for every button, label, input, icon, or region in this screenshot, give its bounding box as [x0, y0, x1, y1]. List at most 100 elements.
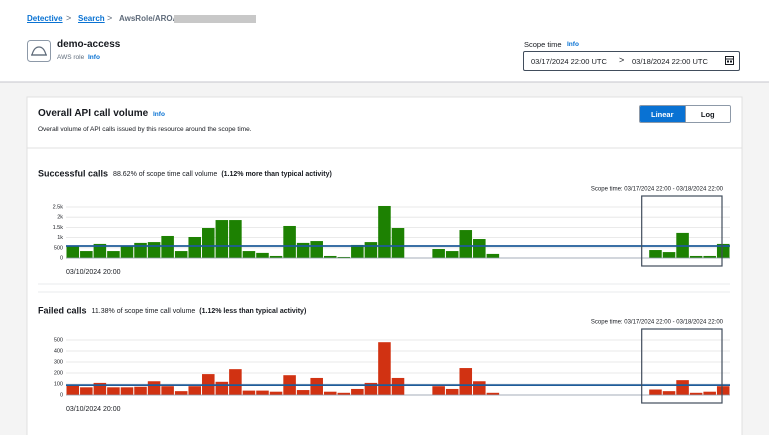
bar: [269, 255, 283, 258]
bar: [229, 220, 242, 258]
bar: [107, 251, 120, 258]
bar: [269, 391, 283, 395]
bar: [432, 249, 445, 258]
y-tick-label: 200: [54, 370, 63, 376]
y-tick-label: 0: [60, 255, 63, 261]
bar: [283, 225, 296, 258]
bar: [242, 251, 256, 258]
chart-title: Failed calls: [38, 305, 87, 315]
bar: [323, 255, 337, 258]
info-link[interactable]: Info: [567, 41, 579, 48]
bar: [256, 390, 269, 395]
scope-caption: Scope time: 03/17/2024 22:00 - 03/18/202…: [591, 187, 724, 193]
y-tick-label: 400: [54, 348, 63, 354]
y-tick-label: 1k: [57, 235, 63, 241]
chart-note: (1.12% more than typical activity): [221, 171, 331, 178]
bar: [662, 391, 676, 395]
y-tick-label: 100: [54, 381, 63, 387]
bar: [445, 251, 459, 258]
panel-description: Overall volume of API calls issued by th…: [38, 126, 252, 133]
scope-label: Scope time: [524, 40, 562, 49]
bar: [147, 381, 161, 395]
bar: [174, 391, 188, 395]
x-tick-label: 03/10/2024 20:00: [66, 269, 121, 276]
y-tick-label: 300: [54, 359, 63, 365]
y-tick-label: 2k: [57, 215, 63, 221]
breadcrumb-link[interactable]: Search: [78, 14, 105, 23]
bar: [134, 386, 147, 395]
bar: [80, 251, 93, 258]
bar: [364, 242, 378, 258]
scope-highlight: [641, 328, 723, 404]
bar: [242, 390, 256, 395]
bar: [378, 342, 391, 395]
bar: [188, 386, 202, 395]
bar: [120, 387, 134, 395]
bar: [716, 243, 730, 258]
scope-arrow: >: [619, 55, 625, 65]
resource-type: AWS role: [57, 54, 85, 61]
scope-caption: Scope time: 03/17/2024 22:00 - 03/18/202…: [591, 320, 724, 326]
bar: [649, 250, 662, 258]
role-icon: [27, 40, 51, 62]
bar: [689, 255, 703, 258]
bar: [107, 387, 120, 395]
bar: [310, 377, 323, 395]
y-tick-label: 500: [54, 245, 63, 251]
breadcrumb-separator: >: [66, 13, 72, 23]
chart-subtitle: 88.62% of scope time call volume: [113, 171, 217, 178]
resource-title: demo-access: [57, 39, 121, 50]
bar: [161, 235, 174, 258]
bar: [215, 381, 229, 395]
bar: [662, 252, 676, 258]
bar: [391, 228, 405, 258]
toggle-button[interactable]: Log: [684, 106, 730, 122]
bar: [703, 391, 716, 395]
bar: [445, 388, 459, 395]
y-tick-label: 0: [60, 392, 63, 398]
chart-note: (1.12% less than typical activity): [199, 308, 306, 315]
bar: [337, 256, 351, 258]
bar: [323, 391, 337, 395]
bar: [378, 205, 391, 258]
y-tick-label: 500: [54, 337, 63, 343]
scale-toggle: Linear Log: [639, 105, 731, 123]
panel-title: Overall API call volume: [38, 108, 149, 119]
bar: [703, 255, 716, 258]
bar: [473, 239, 486, 258]
bar: [716, 386, 730, 395]
bar: [351, 244, 364, 258]
bar: [229, 369, 242, 395]
bar: [202, 228, 215, 258]
bar: [161, 386, 174, 395]
scope-picker[interactable]: 03/17/2024 22:00 UTC > 03/18/2024 22:00 …: [523, 51, 740, 71]
scope-start: 03/17/2024 22:00 UTC: [531, 57, 607, 66]
breadcrumb-current: AwsRole/AROA: [119, 14, 179, 23]
bar: [120, 245, 134, 258]
bar: [215, 220, 229, 258]
redacted: [174, 15, 256, 23]
bar: [689, 392, 703, 395]
calendar-icon: [725, 56, 734, 65]
info-link[interactable]: Info: [88, 54, 100, 61]
bar: [256, 252, 269, 258]
bar: [676, 380, 689, 395]
breadcrumb-link[interactable]: Detective: [27, 14, 63, 23]
chart-subtitle: 11.38% of scope time call volume: [92, 308, 196, 315]
bar: [391, 377, 405, 395]
bar: [473, 381, 486, 395]
bar: [80, 387, 93, 395]
bar: [486, 253, 500, 258]
toggle-button[interactable]: Linear: [640, 106, 685, 122]
bar: [310, 241, 323, 258]
bar: [351, 388, 364, 395]
scope-end: 03/18/2024 22:00 UTC: [632, 57, 708, 66]
bar: [93, 243, 107, 258]
bar: [147, 242, 161, 258]
scope-highlight: [641, 195, 723, 267]
info-link[interactable]: Info: [153, 111, 165, 118]
bar: [66, 385, 80, 395]
y-tick-label: 2.5k: [53, 204, 64, 210]
